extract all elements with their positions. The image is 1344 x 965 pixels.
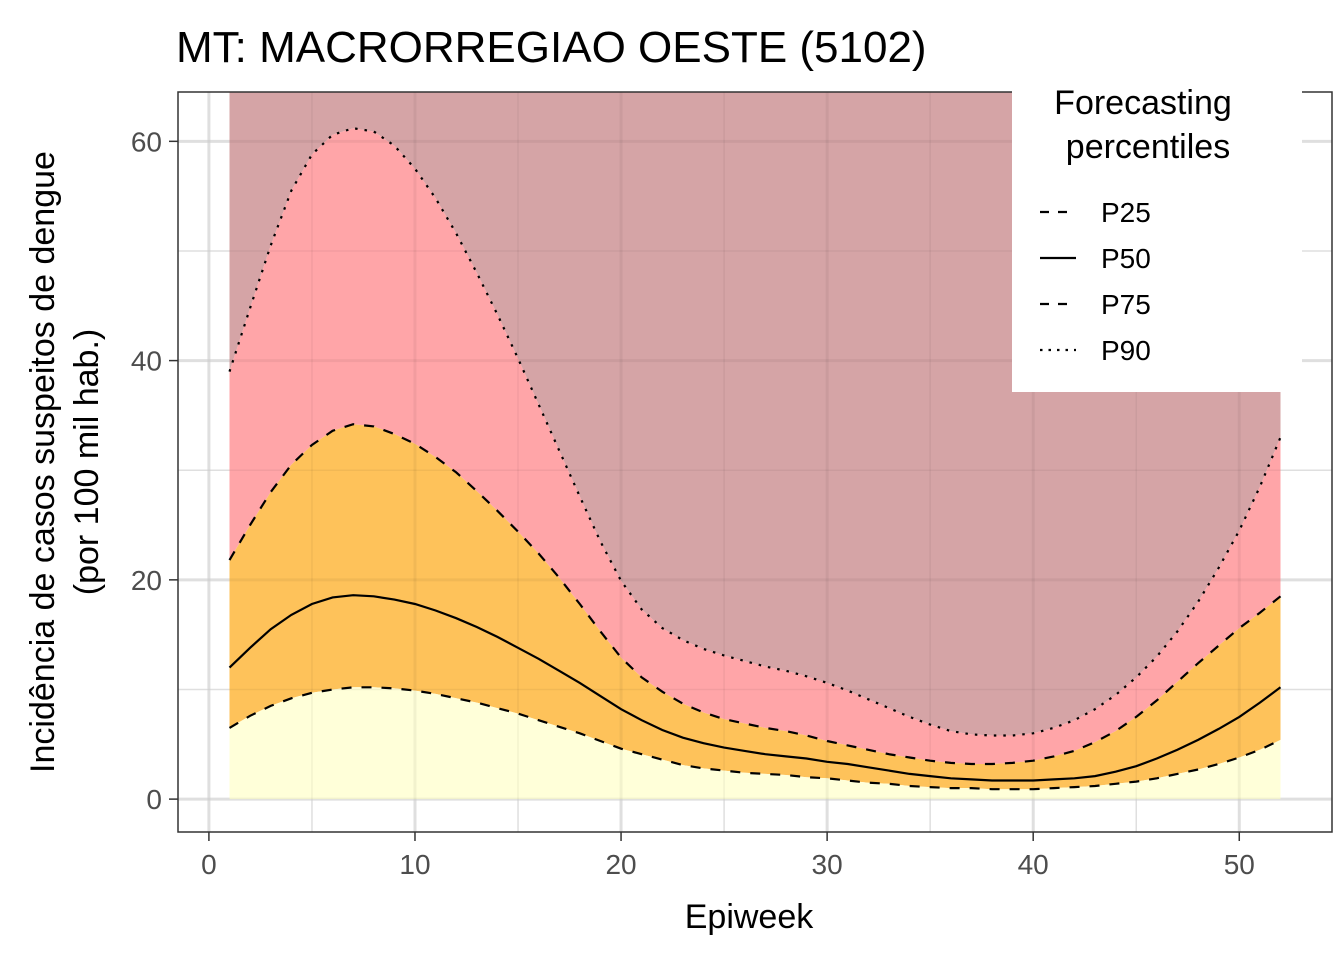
x-tick-label: 30 [812, 849, 843, 880]
plot-panel-border [177, 91, 1333, 833]
legend-title-line1: Forecasting [1054, 84, 1232, 122]
y-tick-label: 20 [131, 565, 162, 596]
x-tick-label: 50 [1224, 849, 1255, 880]
x-tick-label: 10 [399, 849, 430, 880]
series-line-p25 [228, 686, 1281, 791]
legend-label-p90: P90 [1101, 335, 1151, 366]
y-axis-label-line1: Incidência de casos suspeitos de dengue [24, 151, 62, 773]
legend-label-p75: P75 [1101, 289, 1151, 320]
legend-background [1012, 80, 1302, 392]
band-p75-p90 [229, 128, 1281, 764]
x-tick-label: 40 [1018, 849, 1049, 880]
series-line-p50 [228, 594, 1282, 782]
y-tick-label: 60 [131, 126, 162, 157]
legend: Forecasting percentiles P25 P50 P75 P90 [1012, 80, 1302, 392]
y-tick-label: 0 [146, 784, 162, 815]
y-tick-label: 40 [131, 346, 162, 377]
legend-label-p25: P25 [1101, 197, 1151, 228]
chart-title: MT: MACRORREGIAO OESTE (5102) [176, 23, 927, 72]
series-line-p75 [228, 423, 1282, 766]
band-p25-p75 [229, 424, 1281, 790]
band-below-p25 [229, 687, 1281, 800]
x-axis-label: Epiweek [685, 898, 815, 936]
legend-title-line2: percentiles [1066, 128, 1230, 166]
legend-label-p50: P50 [1101, 243, 1151, 274]
x-tick-label: 20 [605, 849, 636, 880]
y-axis-label-line2: (por 100 mil hab.) [68, 329, 106, 595]
series-line-p90 [228, 127, 1282, 737]
x-tick-label: 0 [201, 849, 217, 880]
